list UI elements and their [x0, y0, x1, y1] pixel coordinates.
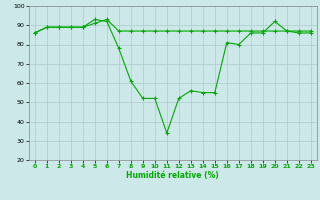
X-axis label: Humidité relative (%): Humidité relative (%) [126, 171, 219, 180]
